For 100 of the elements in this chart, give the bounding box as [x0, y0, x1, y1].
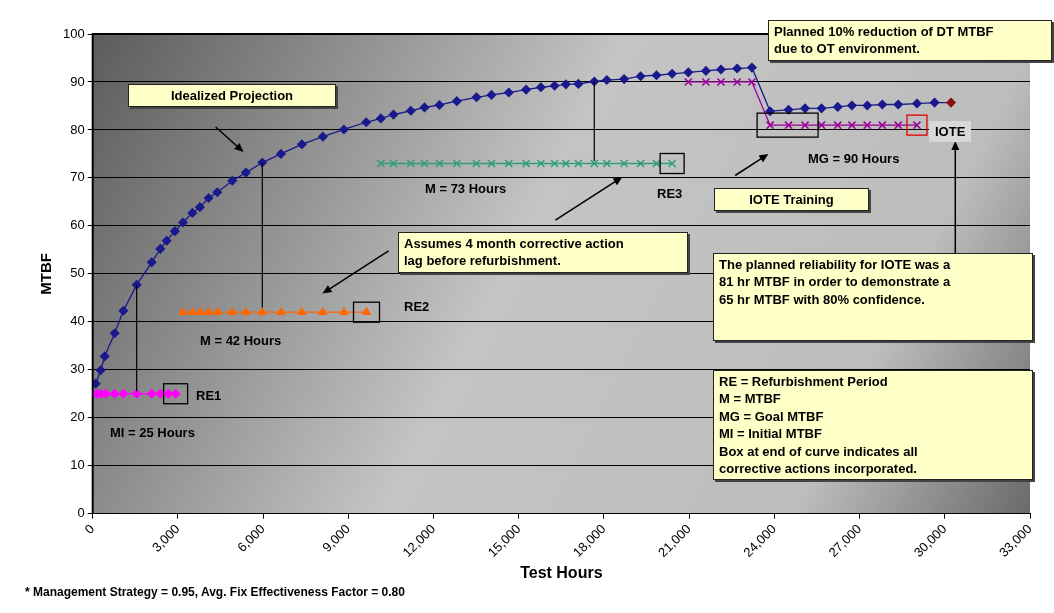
point: [147, 388, 157, 399]
point: [602, 159, 612, 168]
point: [701, 77, 711, 87]
point: [419, 102, 430, 113]
annotation: MI = 25 Hours: [110, 424, 195, 442]
text: * Management Strategy = 0.95, Avg. Fix Effectiveness Factor = 0.80: [25, 584, 405, 601]
point: [452, 159, 462, 168]
point: [550, 159, 559, 168]
annotation: RE3: [657, 185, 683, 203]
point: [877, 99, 888, 110]
point: [684, 77, 693, 87]
point: [732, 63, 742, 74]
point: [716, 64, 726, 75]
point: [833, 120, 842, 130]
point: [486, 90, 497, 100]
point: [155, 388, 166, 399]
point: [318, 307, 327, 315]
point: [258, 307, 267, 315]
point: [574, 159, 583, 168]
point: [832, 102, 843, 112]
point: [862, 120, 872, 130]
x-tick-label: 0: [81, 521, 98, 537]
point: [435, 159, 444, 168]
point: [701, 66, 711, 76]
point: [241, 307, 250, 315]
point: [912, 98, 922, 109]
y-tick-label: 90: [70, 73, 85, 89]
point: [561, 79, 571, 90]
point: [213, 307, 222, 315]
y-tick-label: 50: [70, 265, 85, 281]
point: [241, 167, 251, 178]
annotation: M = 42 Hours: [200, 332, 282, 350]
point: [784, 120, 793, 130]
point: [636, 159, 645, 168]
point: [361, 117, 371, 128]
point: [212, 187, 223, 198]
point: [276, 307, 286, 315]
point: [635, 71, 646, 81]
point: [109, 388, 120, 399]
point: [747, 77, 757, 87]
point: [203, 193, 214, 203]
y-tick-label: 70: [70, 169, 85, 185]
point: [929, 97, 940, 108]
y-tick-label: 10: [70, 457, 85, 473]
annotation: RE2: [404, 298, 430, 316]
point: [161, 235, 172, 246]
point: [376, 113, 386, 124]
point: [163, 388, 173, 399]
point: [146, 257, 157, 268]
point: [893, 99, 903, 110]
point: [590, 159, 599, 168]
point: [339, 307, 348, 315]
point: [893, 120, 903, 130]
point: [816, 103, 827, 114]
point: [652, 159, 661, 168]
point: [619, 159, 629, 168]
point: [716, 77, 726, 87]
point: [536, 82, 546, 92]
point: [452, 96, 462, 106]
point: [472, 159, 481, 168]
point: [204, 307, 213, 315]
point: [227, 176, 238, 186]
y-tick-label: 60: [70, 217, 85, 233]
annotation: M = 73 Hours: [425, 180, 507, 198]
point: [276, 149, 286, 159]
point: [109, 328, 120, 339]
point: [376, 159, 386, 168]
point: [651, 70, 662, 80]
point: [504, 159, 514, 168]
point: [504, 87, 514, 98]
point: [536, 159, 546, 168]
y-tick-label: 0: [77, 505, 85, 521]
y-tick-label: 40: [70, 313, 85, 329]
point: [118, 306, 129, 316]
point: [170, 226, 180, 236]
point: [118, 388, 129, 399]
point: [878, 120, 887, 130]
point: [131, 388, 142, 399]
point: [339, 124, 349, 135]
point: [178, 307, 187, 315]
point: [318, 131, 328, 142]
point: [406, 106, 416, 116]
point: [195, 202, 205, 212]
annotation: RE1: [196, 387, 222, 405]
point: [388, 109, 399, 120]
point: [297, 307, 306, 315]
point: [155, 244, 166, 254]
point: [196, 307, 205, 315]
point: [747, 62, 757, 73]
point: [946, 97, 956, 108]
annotation: IOTE: [929, 121, 972, 143]
point: [800, 120, 810, 130]
point: [602, 75, 612, 85]
x-axis-title: Test Hours: [520, 563, 603, 581]
point: [521, 159, 531, 168]
y-axis-title: MTBF: [37, 253, 55, 295]
point: [667, 69, 677, 79]
point: [471, 92, 482, 103]
point: [847, 100, 857, 111]
point: [187, 208, 198, 218]
